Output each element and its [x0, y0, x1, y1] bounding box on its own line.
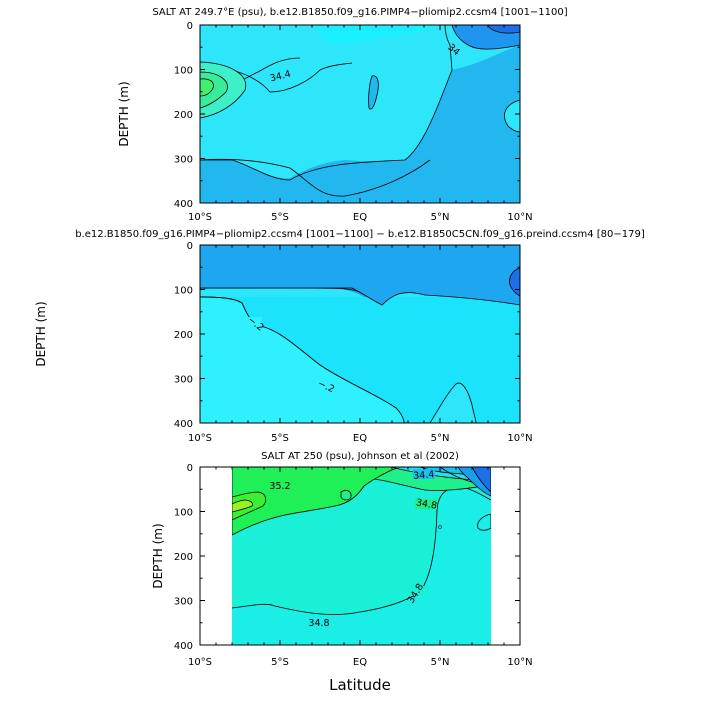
panel-1: SALT AT 249.7°E (psu), b.e12.B1850.f09_g… [117, 7, 568, 223]
panel-1-xtick-5n: 5°N [431, 212, 450, 223]
panel-1-fill-34-4 [200, 25, 520, 179]
panel-3-label-bg-1 [413, 469, 435, 479]
panel-2-fill-neg-top [200, 245, 520, 305]
panel-3-xtick-5s: 5°S [271, 657, 289, 668]
panel-3-ytick-300: 300 [174, 597, 193, 608]
panel-2-xtick-10s: 10°S [188, 433, 212, 444]
panel-3-ytick-100: 100 [174, 508, 193, 519]
panel-3-contour-field [232, 467, 491, 645]
panel-2-y-ticklabels: 0 100 200 300 400 [174, 241, 193, 430]
panel-1-ytick-400: 400 [174, 199, 193, 210]
panel-2-ytick-0: 0 [187, 241, 193, 252]
panel-2-ytick-100: 100 [174, 286, 193, 297]
panel-3-label-bg-4 [308, 617, 330, 627]
panel-2-title: b.e12.B1850.f09_g16.PIMP4−pliomip2.ccsm4… [75, 229, 645, 240]
panel-2-fill-mid [200, 297, 520, 423]
panel-1-ytick-200: 200 [174, 110, 193, 121]
panel-2-ytick-400: 400 [174, 419, 193, 430]
panel-3-y-ticklabels: 0 100 200 300 400 [174, 463, 193, 652]
panel-2-ytick-200: 200 [174, 330, 193, 341]
panel-1-blob-mid [368, 75, 379, 110]
panel-3-contour-label-1: 34.4 [413, 469, 435, 481]
panel-2-contour-a2 [200, 287, 520, 306]
panel-3-blob-dot [438, 525, 442, 529]
panel-3-ytick-400: 400 [174, 641, 193, 652]
panel-3-blob-35 [340, 489, 352, 501]
panel-1-ytick-300: 300 [174, 155, 193, 166]
panel-2-ticks [199, 244, 521, 424]
panel-2-xtick-eq: EQ [353, 433, 367, 444]
panel-3-title: SALT AT 250 (psu), Johnson et al (2002) [261, 451, 459, 462]
panel-1-ticks [199, 24, 521, 204]
panel-1-ytick-0: 0 [187, 21, 193, 32]
panel-3-xtick-10n: 10°N [507, 657, 532, 668]
panel-1-x-ticklabels: 10°S 5°S EQ 5°N 10°N [188, 212, 533, 223]
panel-3-contour-labels: 35.2 34.4 34.8 34.8 34.8 [269, 469, 438, 629]
panel-2-contour-b3 [200, 296, 405, 423]
panel-1-title: SALT AT 249.7°E (psu), b.e12.B1850.f09_g… [152, 7, 567, 18]
panel-3-contour-label-0: 35.2 [269, 481, 290, 492]
panel-2-blob-south [429, 382, 477, 423]
panel-1-ylabel: DEPTH (m) [117, 81, 131, 146]
panel-3-blob-east [477, 513, 491, 531]
panel-3-xtick-eq: EQ [353, 657, 367, 668]
panel-1-label-bg-0 [270, 70, 292, 80]
panel-2-fill-low-west [200, 297, 404, 423]
panel-2-ytick-300: 300 [174, 375, 193, 386]
panel-2-ylabel: DEPTH (m) [34, 301, 48, 366]
panel-2-xtick-5s: 5°S [271, 433, 289, 444]
panel-3-fill-34-7 [232, 487, 491, 645]
panel-1-fill-35 [200, 78, 214, 97]
panel-2-xtick-10n: 10°N [507, 433, 532, 444]
panel-3-fill-35-6 [232, 499, 253, 513]
panel-3-label-bg-0 [269, 480, 291, 490]
panel-3-xtick-5n: 5°N [431, 657, 450, 668]
panel-1-ytick-100: 100 [174, 66, 193, 77]
panel-3-label-bg-2 [415, 499, 437, 509]
panel-2-x-ticklabels: 10°S 5°S EQ 5°N 10°N [188, 433, 533, 444]
panel-2-label-bg-0 [246, 317, 262, 327]
panel-3-xtick-10s: 10°S [188, 657, 212, 668]
panel-1-contour-b [200, 158, 431, 197]
panel-1-xtick-eq: EQ [353, 212, 367, 223]
panel-2-xtick-5n: 5°N [431, 433, 450, 444]
panel-3-x-ticklabels: 10°S 5°S EQ 5°N 10°N [188, 657, 533, 668]
panel-2: b.e12.B1850.f09_g16.PIMP4−pliomip2.ccsm4… [34, 229, 645, 444]
panel-1-fill-34-5 [200, 25, 442, 44]
panel-3: SALT AT 250 (psu), Johnson et al (2002) … [151, 451, 533, 668]
panel-3-label-bg-3 [407, 586, 429, 596]
panel-1-y-ticklabels: 0 100 200 300 400 [174, 21, 193, 210]
panel-1-contour-c [200, 62, 353, 93]
panel-1-xtick-10n: 10°N [507, 212, 532, 223]
panel-3-ylabel: DEPTH (m) [151, 523, 165, 588]
panel-3-contour-label-4: 34.8 [308, 618, 329, 629]
panel-1-contour-field [200, 25, 520, 203]
panel-3-ytick-0: 0 [187, 463, 193, 474]
panel-1-xtick-5s: 5°S [271, 212, 289, 223]
panel-1-contour-a [200, 25, 453, 181]
panel-2-label-bg-1 [317, 381, 333, 391]
panel-3-fill-33-8 [471, 467, 491, 493]
panel-1-contour-label-0: 34.4 [269, 69, 292, 85]
panel-3-ticks [199, 466, 521, 646]
panel-1-fill-33-8 [487, 25, 520, 34]
panel-3-contour-label-2: 34.8 [415, 497, 438, 512]
panel-3-ytick-200: 200 [174, 552, 193, 563]
panel-1-xtick-10s: 10°S [188, 212, 212, 223]
panel-1-blob-east [504, 99, 520, 133]
panel-2-contour-field [200, 245, 520, 423]
x-axis-label: Latitude [329, 676, 391, 694]
